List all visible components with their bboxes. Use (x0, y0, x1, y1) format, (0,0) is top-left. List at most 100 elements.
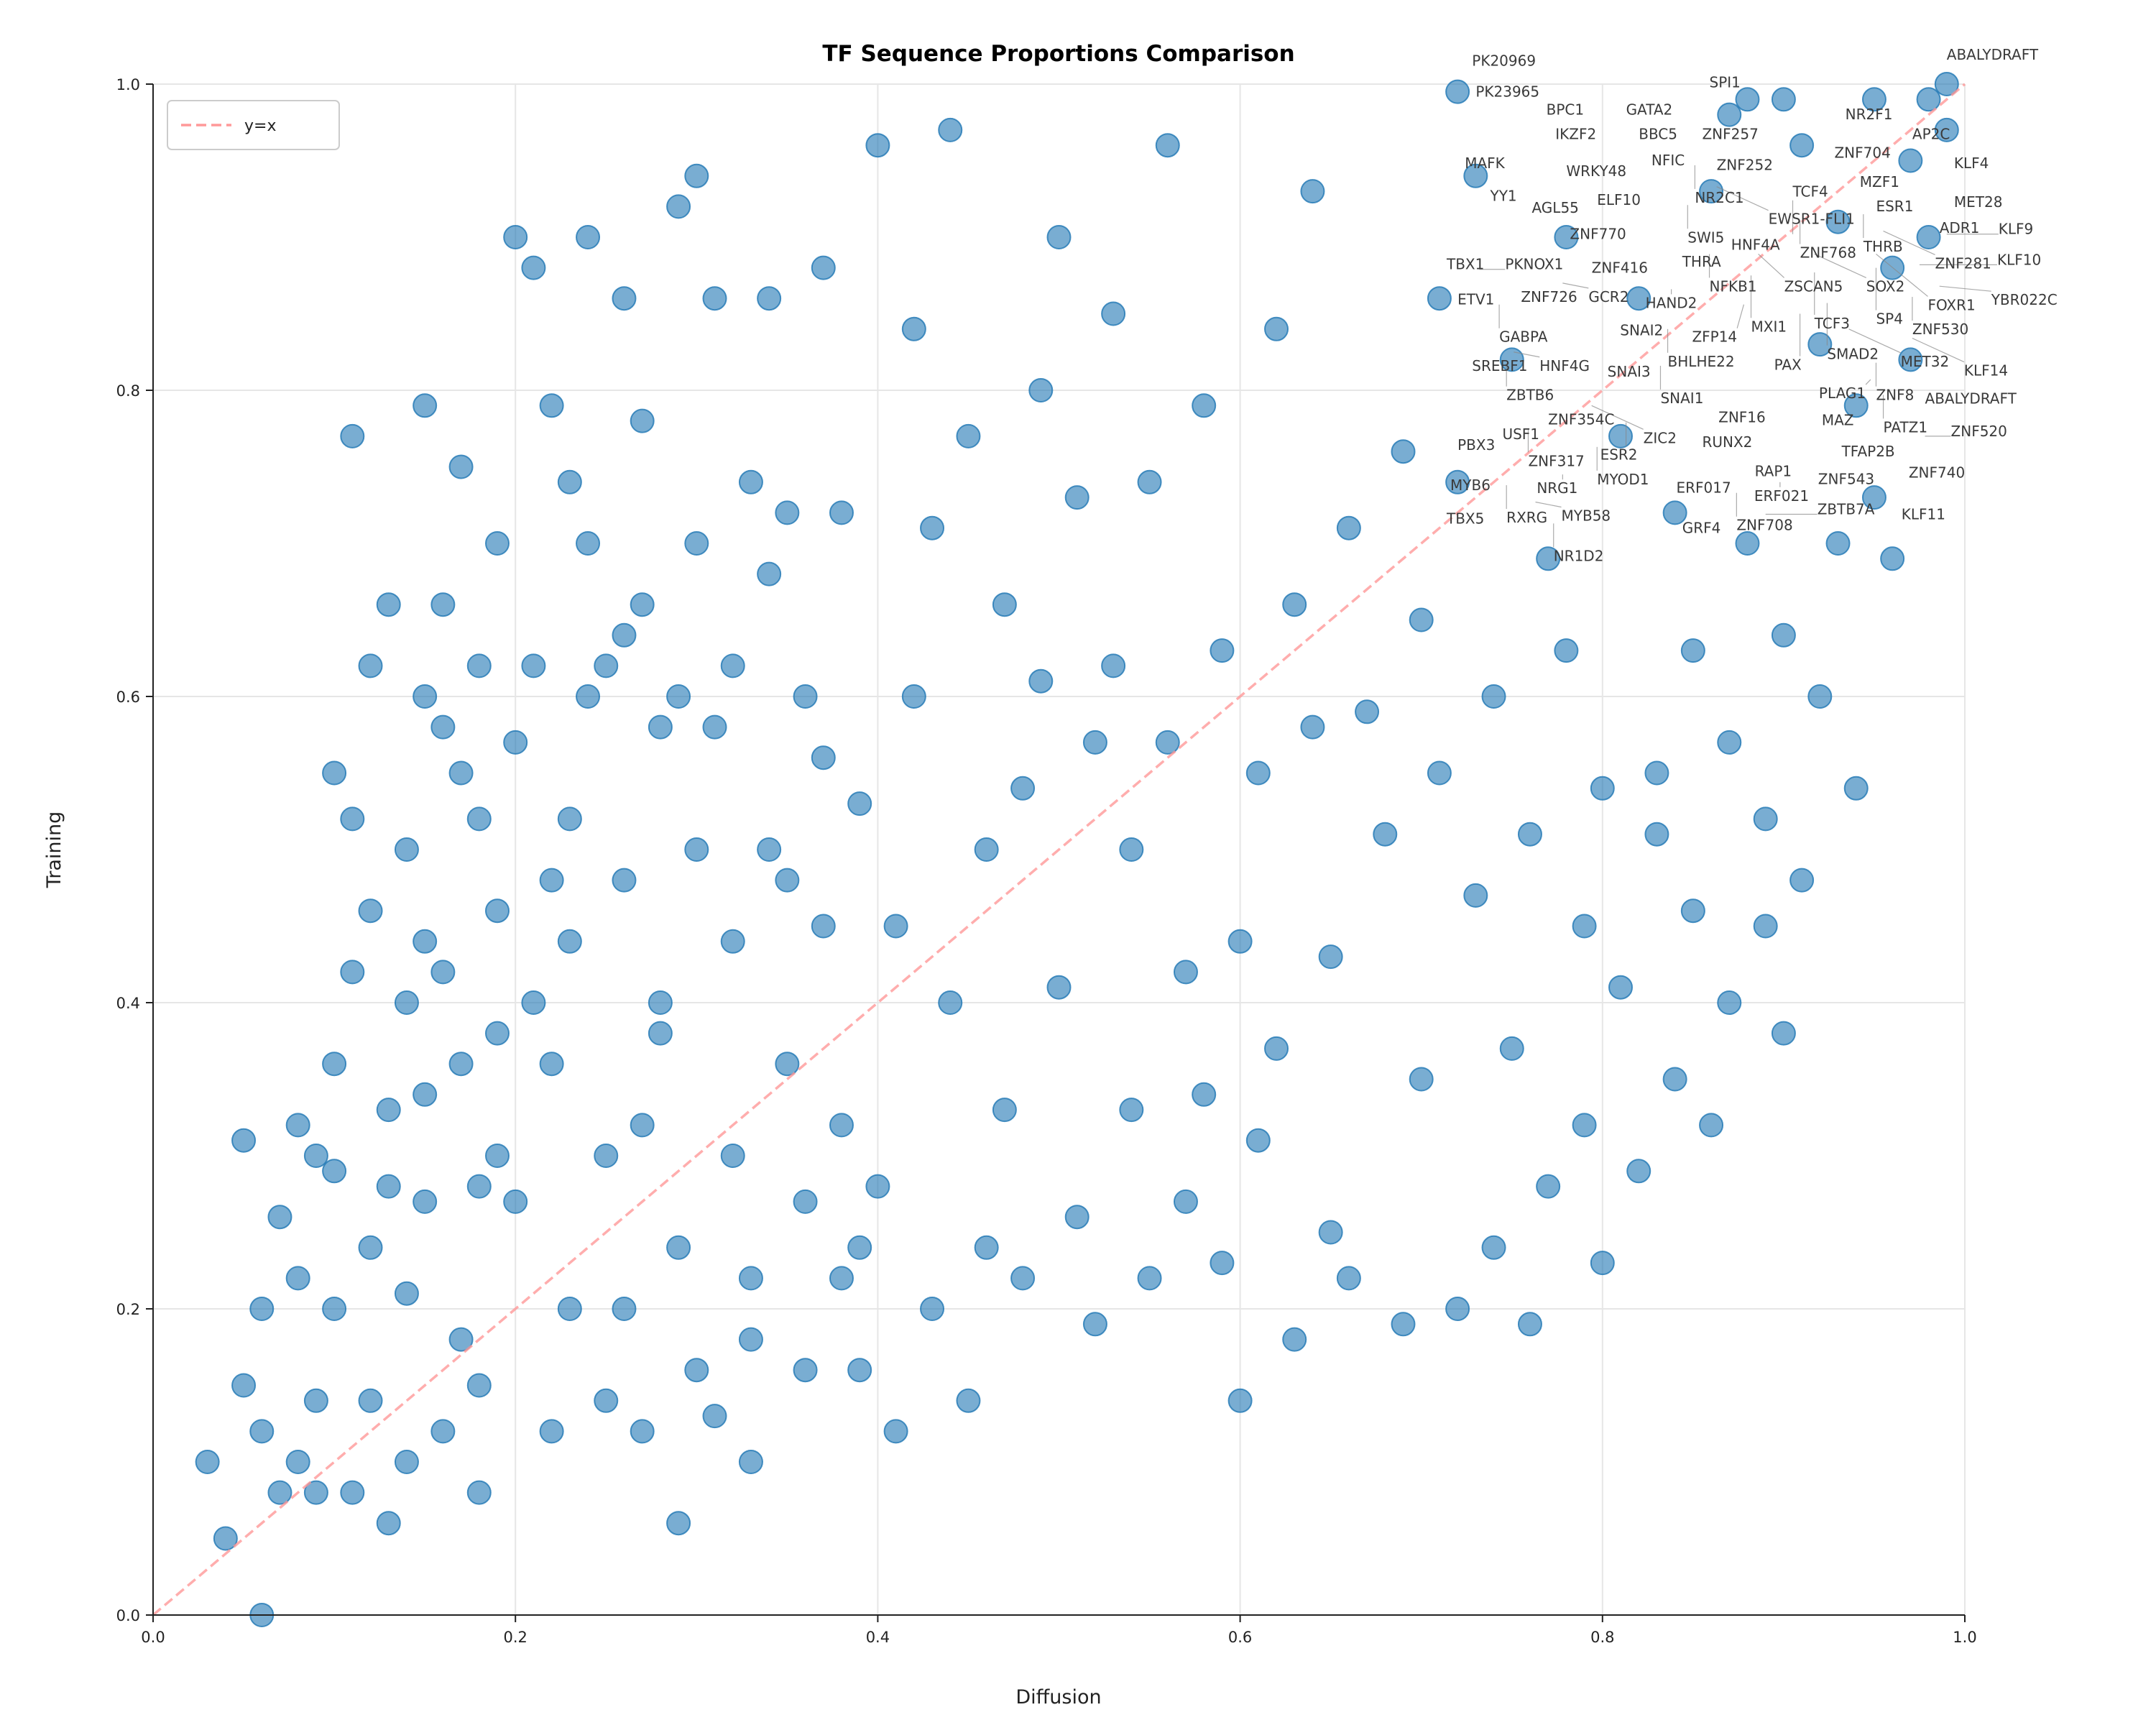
data-point (847, 791, 872, 816)
data-point (1680, 898, 1705, 924)
data-point (630, 592, 655, 617)
data-point (1572, 914, 1597, 939)
data-point (847, 1358, 872, 1383)
data-point (1318, 944, 1343, 970)
data-point (648, 1021, 673, 1046)
data-point (322, 1052, 347, 1077)
annotation-leader-line (1736, 304, 1745, 328)
point-annotation: NR2C1 (1695, 189, 1743, 206)
data-point (811, 255, 836, 280)
point-annotation: SWI5 (1687, 229, 1724, 246)
data-point (430, 714, 456, 740)
data-point (1028, 668, 1054, 694)
point-annotation: TCF4 (1792, 183, 1828, 201)
data-point (267, 1480, 292, 1505)
data-point (1445, 469, 1470, 494)
point-annotation: ZNF317 (1528, 452, 1584, 469)
point-annotation: GCR2 (1588, 288, 1628, 305)
data-point (648, 714, 673, 740)
data-point (666, 194, 691, 219)
annotation-leader-line (1848, 328, 1901, 354)
data-point (376, 1174, 401, 1199)
data-point (1916, 87, 1941, 112)
data-point (557, 929, 582, 954)
point-annotation: SP4 (1876, 310, 1902, 328)
point-annotation: SNAI3 (1608, 363, 1651, 380)
data-point (684, 837, 709, 862)
data-point (1300, 179, 1325, 204)
point-annotation: KLF4 (1954, 155, 1989, 172)
annotations: PK20969 PK23965 SPI1 ABALYDRAFT BPC1 GATA2 IKZ… (1446, 46, 2058, 564)
data-point (1861, 87, 1886, 112)
data-point (576, 225, 601, 249)
data-point (1934, 117, 1959, 142)
point-annotation: SMAD2 (1827, 346, 1879, 363)
data-point (1644, 822, 1669, 847)
data-point (1282, 1327, 1307, 1352)
data-point (1626, 1159, 1651, 1184)
data-point (612, 1297, 637, 1321)
x-tick-label: 0.4 (866, 1629, 890, 1646)
point-annotation: MYOD1 (1597, 471, 1649, 488)
data-point (1373, 822, 1398, 847)
data-point (1282, 592, 1307, 617)
point-annotation: ZFP14 (1692, 328, 1737, 346)
point-annotation: NRG1 (1537, 479, 1577, 497)
data-point (829, 1113, 854, 1138)
data-point (539, 868, 564, 893)
data-point (630, 1419, 655, 1444)
data-point (775, 500, 800, 525)
data-point (484, 898, 510, 924)
data-point (413, 1189, 438, 1214)
data-point (466, 1480, 492, 1505)
point-annotation: ETV1 (1457, 291, 1494, 308)
data-point (1445, 1297, 1470, 1321)
data-point (303, 1144, 328, 1168)
data-point (249, 1419, 275, 1444)
x-tick-label: 0.8 (1590, 1629, 1614, 1646)
data-point (448, 1052, 474, 1077)
annotation-leader-line (1912, 338, 1965, 363)
point-annotation: BBC5 (1639, 126, 1677, 143)
data-point (612, 286, 637, 311)
data-point (920, 1297, 945, 1321)
point-annotation: MAZ (1822, 412, 1854, 429)
data-point (1427, 760, 1452, 786)
data-point (1173, 1189, 1198, 1214)
data-point (1753, 914, 1778, 939)
data-point (1771, 1021, 1796, 1046)
data-point (1192, 1082, 1217, 1107)
point-annotation: HNF4G (1539, 357, 1590, 374)
data-point (1481, 684, 1506, 709)
point-annotation: ZNF704 (1834, 144, 1890, 162)
y-tick-label: 0.6 (116, 689, 140, 706)
point-annotation: RAP1 (1755, 463, 1792, 480)
annotation-leader-lines (1479, 165, 1999, 548)
annotation-leader-line (1814, 253, 1867, 278)
data-point (992, 592, 1017, 617)
point-annotation: SNAI1 (1660, 390, 1703, 407)
data-point (720, 1144, 745, 1168)
data-points (195, 72, 1959, 1627)
point-annotation: THRA (1682, 253, 1721, 270)
point-annotation: ABALYDRAFT (1925, 390, 2017, 408)
data-point (1590, 1251, 1615, 1276)
data-point (829, 500, 854, 525)
data-point (521, 255, 546, 280)
point-annotation: WRKY48 (1566, 162, 1626, 180)
point-annotation: GRF4 (1682, 520, 1721, 537)
data-point (1608, 975, 1634, 1000)
data-point (594, 1388, 619, 1413)
data-point (358, 1235, 383, 1260)
point-annotation: PLAG1 (1819, 385, 1866, 402)
data-point (630, 408, 655, 433)
data-point (340, 960, 365, 985)
point-annotation: ESR1 (1876, 198, 1913, 215)
data-point (738, 1327, 763, 1352)
data-point (1807, 332, 1833, 357)
data-point (594, 653, 619, 678)
data-point (974, 1235, 999, 1260)
data-point (1517, 822, 1542, 847)
data-point (1409, 1067, 1434, 1092)
data-point (738, 1266, 763, 1291)
